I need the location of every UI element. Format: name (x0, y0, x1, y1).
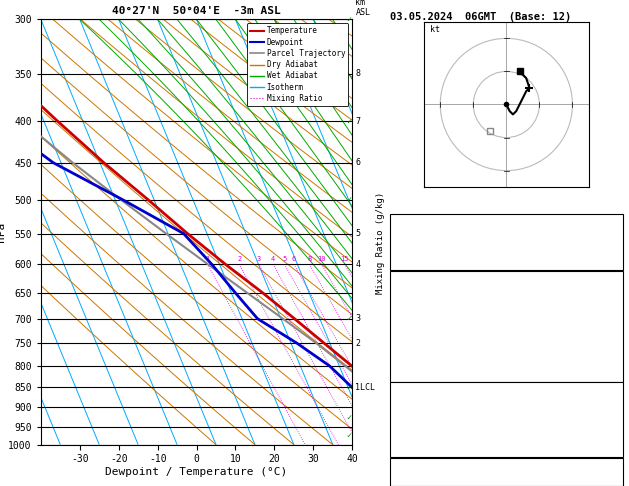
Text: 34: 34 (607, 236, 620, 245)
Text: 307: 307 (601, 319, 620, 329)
Text: 2: 2 (237, 256, 242, 262)
Text: 0: 0 (613, 443, 620, 453)
Text: 1LCL: 1LCL (355, 383, 376, 392)
Text: CIN (J): CIN (J) (393, 363, 437, 373)
Text: ✓: ✓ (347, 383, 352, 392)
Text: 2: 2 (355, 339, 360, 347)
Text: © weatheronline.co.uk: © weatheronline.co.uk (390, 482, 503, 486)
Text: ✓: ✓ (347, 15, 352, 24)
Text: 8: 8 (355, 69, 360, 78)
Text: Hodograph: Hodograph (478, 459, 535, 469)
Text: 0: 0 (613, 363, 620, 373)
Title: 40°27'N  50°04'E  -3m ASL: 40°27'N 50°04'E -3m ASL (112, 6, 281, 16)
Text: 7: 7 (613, 479, 620, 486)
Text: 13: 13 (607, 333, 620, 344)
Text: CIN (J): CIN (J) (393, 443, 437, 453)
Text: 7: 7 (355, 117, 360, 125)
Text: 10: 10 (318, 256, 326, 262)
Y-axis label: hPa: hPa (0, 222, 6, 242)
Text: 03.05.2024  06GMT  (Base: 12): 03.05.2024 06GMT (Base: 12) (390, 12, 571, 22)
Legend: Temperature, Dewpoint, Parcel Trajectory, Dry Adiabat, Wet Adiabat, Isotherm, Mi: Temperature, Dewpoint, Parcel Trajectory… (247, 23, 348, 106)
Text: PW (cm): PW (cm) (393, 251, 437, 261)
Text: 13: 13 (607, 220, 620, 229)
Text: K: K (393, 220, 399, 229)
Text: 281°: 281° (594, 474, 620, 484)
Text: Surface: Surface (484, 275, 528, 284)
Text: Lifted Index: Lifted Index (393, 333, 468, 344)
Text: 6: 6 (355, 158, 360, 167)
Text: 5: 5 (355, 229, 360, 238)
Text: 7: 7 (613, 420, 620, 431)
Text: 3: 3 (355, 314, 360, 323)
Text: 2.05: 2.05 (594, 251, 620, 261)
X-axis label: Dewpoint / Temperature (°C): Dewpoint / Temperature (°C) (106, 467, 287, 477)
Text: 7.6: 7.6 (601, 304, 620, 314)
Text: 15.7: 15.7 (594, 289, 620, 299)
Text: kt: kt (430, 25, 440, 34)
Text: StmDir: StmDir (393, 474, 431, 484)
Text: θe (K): θe (K) (393, 409, 431, 419)
Text: 315: 315 (601, 409, 620, 419)
Text: 1: 1 (206, 256, 210, 262)
Text: CAPE (J): CAPE (J) (393, 348, 443, 358)
Text: 8: 8 (307, 256, 311, 262)
Text: SREH: SREH (393, 469, 418, 479)
Text: 0: 0 (613, 432, 620, 442)
Text: 5: 5 (282, 256, 287, 262)
Text: Pressure (mb): Pressure (mb) (393, 398, 474, 408)
Text: ✓: ✓ (347, 195, 352, 205)
Text: km
ASL: km ASL (355, 0, 370, 17)
Text: EH: EH (393, 464, 406, 474)
Text: 4: 4 (271, 256, 275, 262)
Text: StmSpd (kt): StmSpd (kt) (393, 479, 462, 486)
Text: 0: 0 (613, 348, 620, 358)
Text: 6: 6 (292, 256, 296, 262)
Text: CAPE (J): CAPE (J) (393, 432, 443, 442)
Text: 3: 3 (257, 256, 261, 262)
Text: Lifted Index: Lifted Index (393, 420, 468, 431)
Text: Dewp (°C): Dewp (°C) (393, 304, 449, 314)
Text: Mixing Ratio (g/kg): Mixing Ratio (g/kg) (376, 192, 385, 294)
Text: 145: 145 (601, 469, 620, 479)
Text: ✓: ✓ (347, 314, 352, 323)
Text: Temp (°C): Temp (°C) (393, 289, 449, 299)
Text: 750: 750 (601, 398, 620, 408)
Text: θe(K): θe(K) (393, 319, 425, 329)
Text: 95: 95 (607, 464, 620, 474)
Text: ✓: ✓ (347, 431, 352, 440)
Text: Most Unstable: Most Unstable (465, 386, 547, 396)
Text: Totals Totals: Totals Totals (393, 236, 474, 245)
Text: 15: 15 (340, 256, 349, 262)
Text: ✓: ✓ (347, 117, 352, 125)
Text: 4: 4 (355, 260, 360, 269)
Text: ✓: ✓ (347, 413, 352, 422)
